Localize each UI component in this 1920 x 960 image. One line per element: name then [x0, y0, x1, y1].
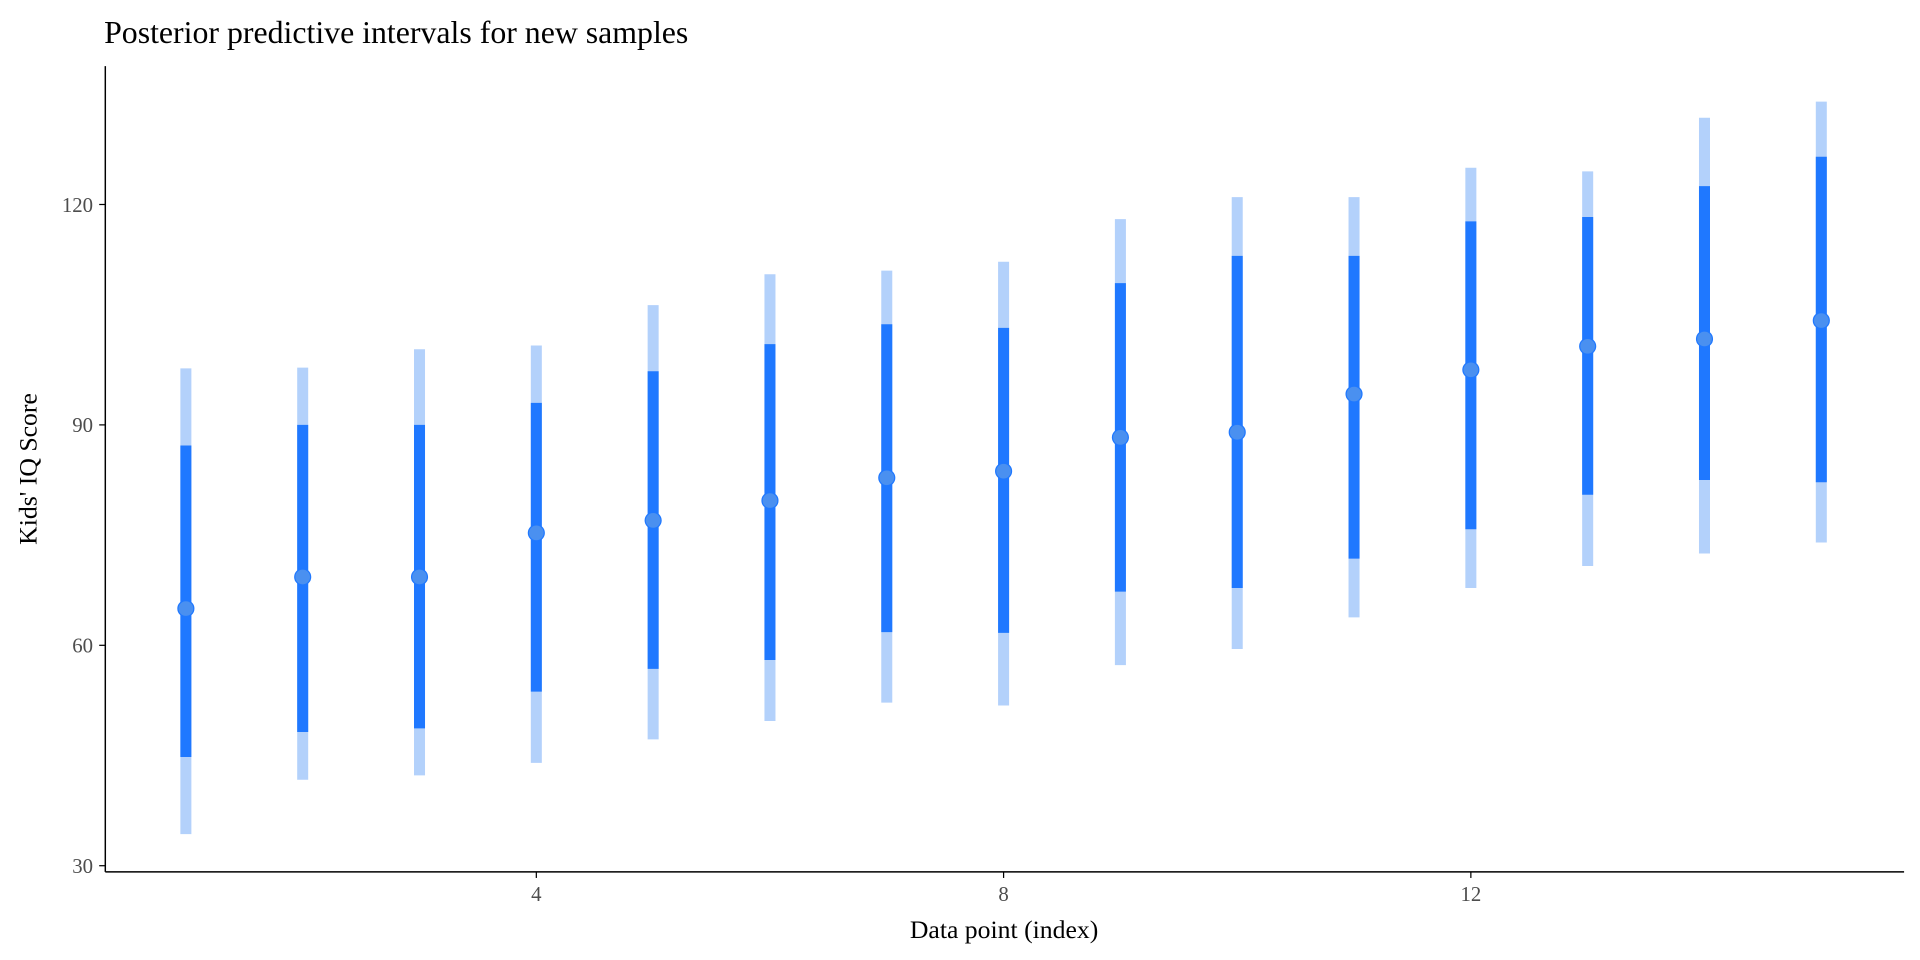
median-point — [878, 469, 896, 487]
y-axis-label: Kids' IQ Score — [14, 393, 43, 545]
median-point — [995, 462, 1013, 480]
y-tick-label: 120 — [62, 193, 93, 217]
x-tick-label: 4 — [531, 882, 542, 906]
median-point — [294, 568, 312, 586]
median-point — [177, 600, 195, 618]
x-axis-label: Data point (index) — [910, 915, 1098, 944]
median-point — [1695, 330, 1714, 348]
median-point — [1579, 337, 1597, 355]
median-point — [410, 568, 429, 586]
y-tick-label: 60 — [72, 634, 93, 658]
median-point — [1228, 423, 1246, 441]
plot-marks — [177, 101, 1830, 835]
median-point — [1812, 311, 1830, 330]
median-point — [761, 491, 779, 510]
axis-ticks: 30 60 90 120 4 8 12 — [62, 193, 1481, 906]
median-point — [644, 511, 662, 529]
x-tick-label: 8 — [998, 882, 1008, 906]
median-point — [1462, 361, 1480, 379]
chart-title: Posterior predictive intervals for new s… — [104, 15, 688, 50]
median-point — [1111, 428, 1129, 446]
median-point — [527, 524, 545, 542]
median-point — [1345, 385, 1363, 403]
y-tick-label: 30 — [72, 854, 93, 878]
y-tick-label: 90 — [72, 413, 93, 437]
x-tick-label: 12 — [1460, 882, 1481, 906]
